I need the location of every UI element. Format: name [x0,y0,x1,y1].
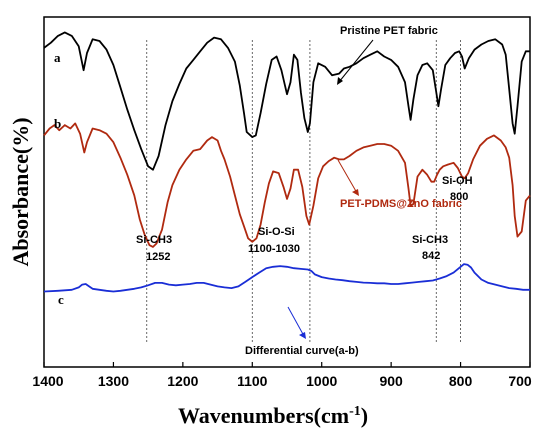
x-tick-label-1100: 1100 [237,373,268,389]
series-labels: Pristine PET fabric PET-PDMS@ZnO fabric … [245,25,462,357]
x-tick-label-900: 900 [379,373,403,389]
arrow-pristine [338,39,374,83]
annotation-si-ch3-1252-line2: 1252 [146,251,170,263]
annotation-si-o-si-line2: 1100-1030 [248,243,300,255]
arrows [287,39,374,339]
annotation-si-ch3-842-line1: Si-CH3 [412,234,448,246]
arrow-differential-head [299,332,306,339]
annotation-si-oh-line1: Si-OH [442,175,473,187]
spectra-curves [43,31,531,293]
curve-letter-c: c [58,292,64,307]
x-tick-label-1200: 1200 [167,373,198,389]
series-label-differential: Differential curve(a-b) [245,345,359,357]
x-axis-label-tail: ) [361,403,368,428]
x-tick-label-1000: 1000 [306,373,337,389]
series-label-pdms: PET-PDMS@ZnO fabric [340,198,462,210]
series-line-a [43,31,530,171]
x-axis-label: Wavenumbers(cm-1) [178,403,368,428]
plot-frame [43,16,531,368]
series-line-b [43,122,531,248]
arrow-differential [287,306,305,337]
y-axis-label: Absorbance(%) [8,117,33,266]
curve-letters: a b c [54,50,64,307]
curve-letter-b: b [54,116,61,131]
x-axis-label-main: Wavenumbers(cm [178,403,349,428]
annotation-si-ch3-1252-line1: Si-CH3 [136,234,172,246]
series-label-pristine: Pristine PET fabric [340,25,438,37]
curve-letter-a: a [54,50,61,65]
peak-annotations: Si-CH3 1252 Si-O-Si 1100-1030 Si-CH3 842… [136,175,473,263]
series-line-c [43,263,530,293]
arrow-pdms-head [352,189,359,196]
x-axis-label-superscript: -1 [349,404,361,419]
annotation-si-ch3-842-line2: 842 [422,250,440,262]
x-axis-ticks: 1400 1300 1200 1100 1000 900 800 700 [32,362,532,389]
x-tick-label-1400: 1400 [32,373,63,389]
x-tick-label-700: 700 [508,373,532,389]
arrow-pdms [337,159,358,194]
x-tick-label-1300: 1300 [98,373,129,389]
x-tick-label-800: 800 [449,373,473,389]
annotation-si-o-si-line1: Si-O-Si [258,226,295,238]
arrow-pristine-head [337,77,343,85]
annotation-si-oh-line2: 800 [450,191,468,203]
